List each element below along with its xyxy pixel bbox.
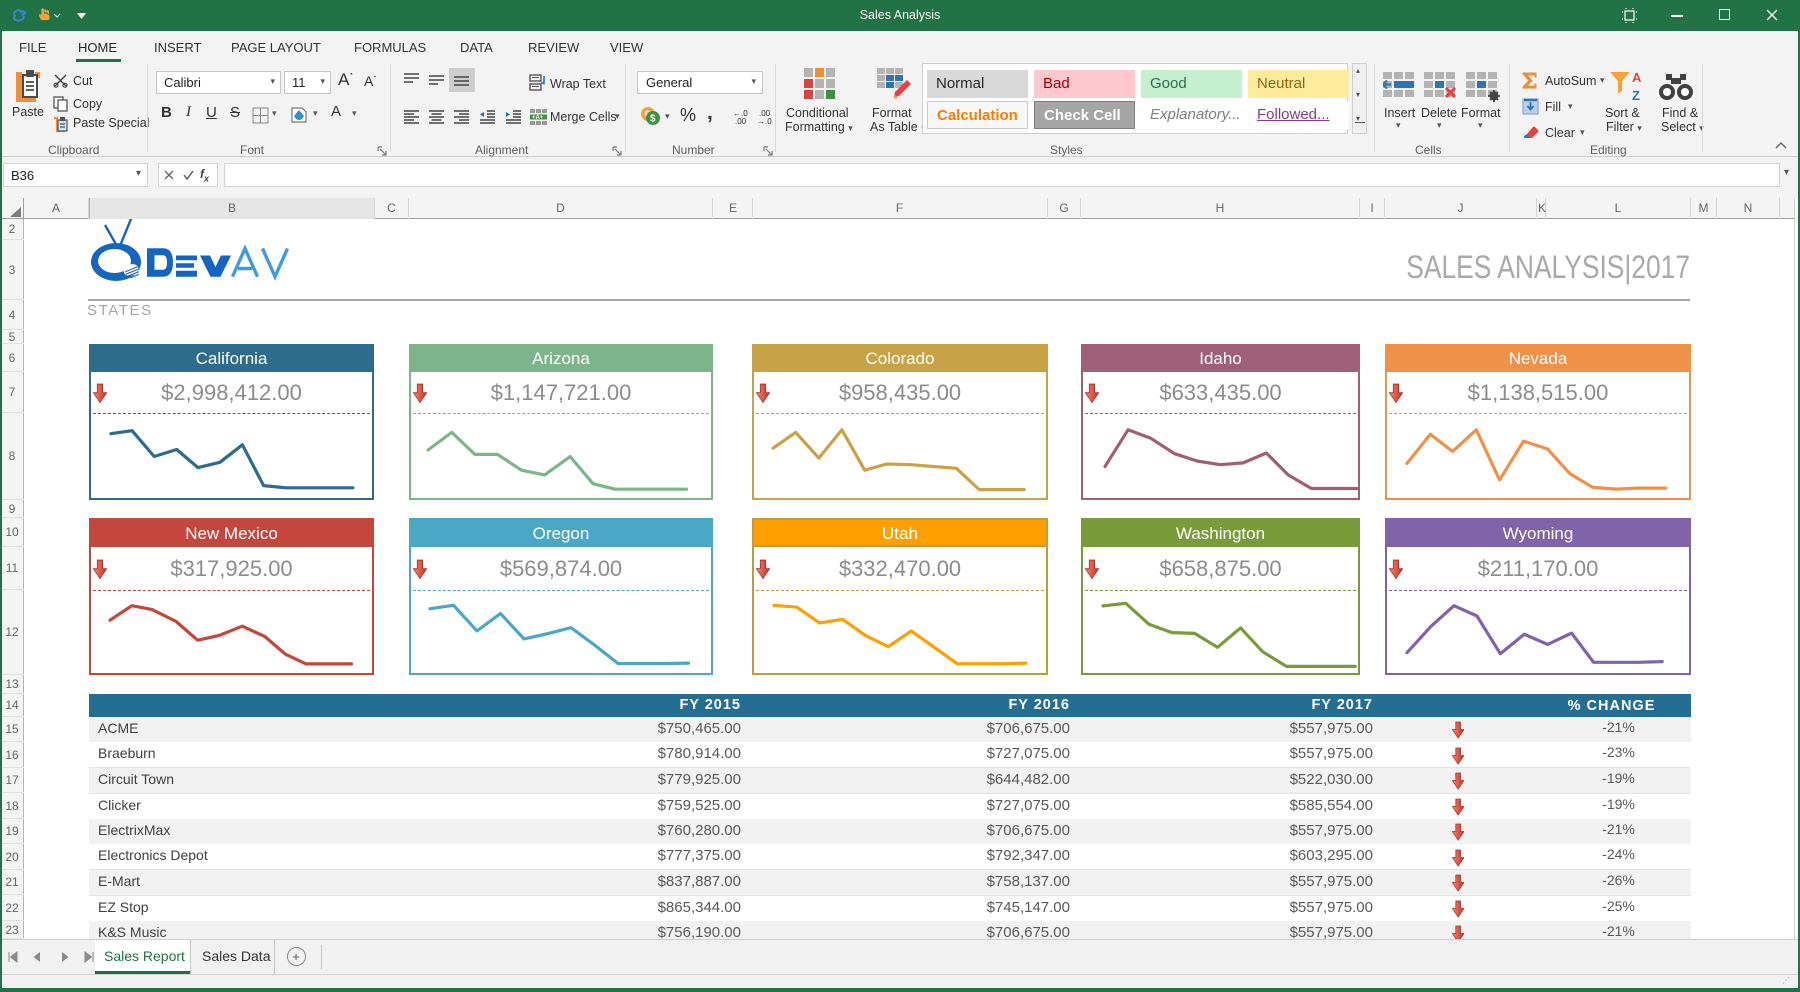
svg-text:←.0: ←.0: [733, 109, 748, 118]
svg-text:+A+: +A+: [532, 115, 544, 121]
svg-text:$: $: [650, 114, 656, 125]
svg-text:→.0: →.0: [757, 117, 772, 124]
svg-text:A: A: [1632, 70, 1642, 85]
svg-text:.00: .00: [735, 117, 747, 124]
svg-text:Z: Z: [1632, 88, 1640, 103]
svg-text:.00: .00: [759, 109, 771, 118]
